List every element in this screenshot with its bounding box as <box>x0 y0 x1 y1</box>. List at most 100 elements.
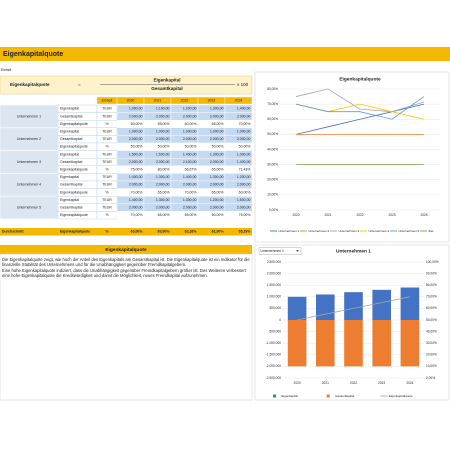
y2-tick-label: 20,00% <box>426 353 437 357</box>
chart-title: Eigenkapitalquote <box>339 76 381 82</box>
row-label: Gesamtkapital <box>60 137 83 141</box>
y-tick-label: 2.500.000 <box>267 260 281 264</box>
y-tick-label: -1.500.000 <box>266 353 281 357</box>
y2-tick-label: 0,00% <box>426 376 435 380</box>
legend-label: Unternehmen 5 <box>399 229 420 233</box>
row-label: Eigenkapital <box>60 175 79 179</box>
cell-value: 1.000,00 <box>129 130 143 134</box>
cell-value: 1.000,00 <box>237 152 251 156</box>
y-tick-label: 1.500.000 <box>267 283 281 287</box>
cell-value: 2.000,00 <box>129 137 143 141</box>
cell-value: 1.500,00 <box>237 198 251 202</box>
header-text: 2024 <box>235 99 243 103</box>
legend-label: Unternehmen 4 <box>369 229 390 233</box>
unit-note: Einheit <box>1 68 11 72</box>
formula-equals: = <box>78 82 81 87</box>
average-cell: Eigenkapitalquote <box>60 230 90 234</box>
y-tick-label: 2.000.000 <box>267 271 281 275</box>
company-name: Unternehmen 1 <box>17 114 41 118</box>
bar <box>315 320 335 367</box>
x-tick-label: 2020 <box>292 213 299 217</box>
bar <box>344 320 363 367</box>
text-section-title: Eigenkapitalquote <box>105 247 147 253</box>
cell-value: 65,00% <box>158 190 170 194</box>
series-line <box>295 88 425 113</box>
cell-value: 60,00% <box>212 213 224 217</box>
chart-panel <box>254 71 450 243</box>
dropdown-arrow[interactable] <box>296 250 299 252</box>
x-tick-label: 2024 <box>420 213 427 217</box>
y-tick-label: -2.500.000 <box>266 376 281 380</box>
cell-value: 1.200,00 <box>237 175 251 179</box>
legend-label: Ziel <box>429 229 434 233</box>
header-text: 2020 <box>127 99 135 103</box>
row-unit: TEUR <box>102 183 112 187</box>
cell-value: 1.400,00 <box>237 107 251 111</box>
cell-value: 1.300,00 <box>210 152 224 156</box>
paragraph: Eine hohe Eigenkapitalquote indiziert, d… <box>2 267 246 279</box>
paragraph: Die Eigenkapitalquote zeigt, wie hoch de… <box>2 257 250 268</box>
y-tick-label: 1.000.000 <box>267 295 281 299</box>
x-tick-label: 2023 <box>378 381 385 385</box>
row-unit: % <box>105 122 108 126</box>
row-label: Gesamtkapital <box>60 114 83 118</box>
dropdown-value[interactable]: Unternehmen 1 <box>261 249 284 253</box>
bar <box>400 320 420 367</box>
company-name: Unternehmen 2 <box>17 137 41 141</box>
cell-value: 50,00% <box>212 145 224 149</box>
average-cell: 62,33% <box>185 230 198 234</box>
y2-tick-label: 100,00% <box>426 260 439 264</box>
row-unit: % <box>105 190 108 194</box>
cell-value: 1.000,00 <box>210 130 224 134</box>
y-tick-label: 10,00% <box>267 193 278 197</box>
cell-value: 2.000,00 <box>237 206 251 210</box>
cell-value: 1.400,00 <box>237 160 251 164</box>
y-tick-label: -2.000.000 <box>266 364 281 368</box>
y-tick-label: 70,00% <box>267 102 278 106</box>
bar <box>315 294 335 320</box>
cell-value: 65,00% <box>185 213 197 217</box>
y-tick-label: 500.000 <box>269 306 281 310</box>
header-text: 2023 <box>208 99 216 103</box>
cell-value: 2.000,00 <box>237 183 251 187</box>
header-cell <box>224 96 253 105</box>
cell-value: 50,00% <box>185 145 197 149</box>
row-unit: % <box>105 213 108 217</box>
cell-value: 2.000,00 <box>210 183 224 187</box>
cell-value: 70,00% <box>131 190 143 194</box>
y2-tick-label: 90,00% <box>426 271 437 275</box>
row-unit: % <box>105 168 108 172</box>
legend-label: Unternehmen 2 <box>309 229 330 233</box>
text-section-body: Die Eigenkapitalquote zeigt, wie hoch de… <box>2 257 251 279</box>
average-row <box>0 228 252 236</box>
formula-numerator: Eigenkapital <box>153 78 180 83</box>
cell-value: 1.000,00 <box>156 130 170 134</box>
x-tick-label: 2022 <box>350 381 357 385</box>
cell-value: 55,00% <box>158 122 170 126</box>
cell-value: 75,00% <box>239 213 251 217</box>
y-tick-label: 80,00% <box>267 87 278 91</box>
y2-tick-label: 60,00% <box>426 306 437 310</box>
row-unit: TEUR <box>102 160 112 164</box>
row-label: Eigenkapitalquote <box>60 145 88 149</box>
cell-value: 2.000,00 <box>210 114 224 118</box>
cell-value: 1.400,00 <box>129 198 143 202</box>
page-title: Eigenkapitalquote <box>3 51 63 58</box>
company-name: Unternehmen 4 <box>17 183 41 187</box>
cell-value: 2.000,00 <box>183 206 197 210</box>
bar <box>287 296 307 320</box>
cell-value: 70,00% <box>185 190 197 194</box>
cell-value: 71,43% <box>239 168 251 172</box>
row-unit: TEUR <box>102 114 112 118</box>
text-section-header <box>0 245 252 254</box>
y2-tick-label: 80,00% <box>426 283 437 287</box>
cell-value: 1.300,00 <box>156 175 170 179</box>
company-dropdown[interactable] <box>258 247 302 255</box>
cell-value: 1.300,00 <box>210 107 224 111</box>
y-tick-label: 0,00% <box>269 208 278 212</box>
cell-value: 1.000,00 <box>183 130 197 134</box>
cell-value: 2.000,00 <box>129 183 143 187</box>
legend-label: Unternehmen 1 <box>279 229 300 233</box>
